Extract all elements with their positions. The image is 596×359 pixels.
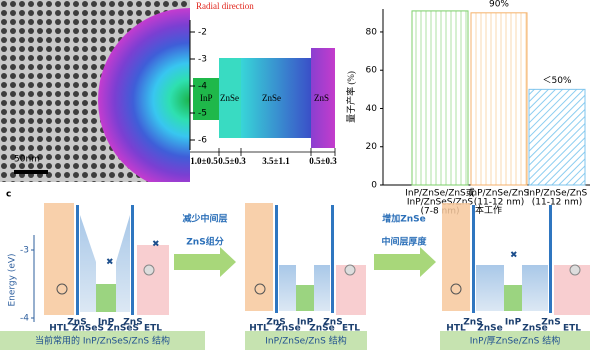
tick-label: -2 <box>198 28 207 38</box>
layer-label: ETL <box>144 324 162 334</box>
thickness: 0.5±0.3 <box>218 156 246 166</box>
layer-znse1 <box>219 58 241 138</box>
tick-label: -4 <box>20 314 29 324</box>
thickness: 1.0±0.5 <box>190 156 218 166</box>
y-tick-label: 0 <box>371 181 377 191</box>
x-tick-label: InP/ZnSe/ZnS <box>527 189 588 199</box>
x-tick-label: InP/ZnSe/ZnS或 <box>405 187 475 199</box>
layer-label: ZnS <box>266 318 285 328</box>
layer-label: ZnSe <box>262 93 281 103</box>
x-tick-label: (11-12 nm) <box>532 198 583 208</box>
layer-label: HTL <box>446 324 466 334</box>
step-text: 增加ZnSe <box>382 213 426 225</box>
layer-label: InP <box>200 93 213 103</box>
caption: 当前常用的 InP/ZnSeS/ZnS 结构 <box>35 335 170 347</box>
value-label: 90% <box>489 0 509 9</box>
panel-label: c <box>6 190 11 200</box>
y-tick-label: 20 <box>366 142 378 152</box>
bar <box>528 88 586 186</box>
tick-label: -4 <box>198 82 207 92</box>
blocked: ✖ <box>106 258 114 268</box>
layer-label: ZnSeS <box>72 324 104 334</box>
blocked: ✖ <box>510 251 518 261</box>
layer-label: ZnSe <box>522 324 548 334</box>
layer-label: ETL <box>563 324 581 334</box>
caption-box <box>0 331 205 350</box>
thickness: 3.5±1.1 <box>262 156 290 166</box>
layer-label: ZnSe <box>220 93 239 103</box>
tick-label: -5 <box>198 109 207 119</box>
x-tick-label: InP/ZnSeS/ZnS <box>407 198 474 208</box>
tick-label: -3 <box>20 246 29 256</box>
scale-bar <box>14 170 48 174</box>
bar <box>470 12 528 186</box>
layer-label: HTL <box>249 324 269 334</box>
caption: InP/厚ZnSe/ZnS 结构 <box>470 335 560 347</box>
tick-label: -3 <box>198 55 207 65</box>
layer-label: ZnS <box>314 93 329 103</box>
layer-label: ZnS <box>323 318 342 328</box>
axis-label: Energy (eV) <box>8 253 18 306</box>
layer-label: ZnSe <box>309 324 335 334</box>
layer-label: ZnS <box>463 318 482 328</box>
panel-title: Radial direction <box>196 1 254 11</box>
layer-label: ZnSeS <box>107 324 139 334</box>
caption-box <box>245 331 367 350</box>
layer-label: HTL <box>49 324 69 334</box>
y-tick-label: 80 <box>366 27 378 37</box>
layer-label: ZnS <box>123 318 142 328</box>
y-tick-label: 40 <box>366 104 378 114</box>
layer-label: InP <box>297 318 314 328</box>
layer-zns <box>311 48 335 148</box>
step-text: 减少中间层 <box>182 213 227 225</box>
x-tick-label: (7-8 nm) <box>420 207 459 217</box>
y-tick-label: 60 <box>366 66 378 76</box>
layer-label: ZnSe <box>275 324 301 334</box>
caption: InP/ZnSe/ZnS 结构 <box>265 335 346 347</box>
step-text: ZnS组分 <box>186 236 223 248</box>
tick-label: -6 <box>198 136 207 146</box>
layer-znse2 <box>241 58 311 138</box>
y-axis-label: 量子产率 (%) <box>345 71 356 123</box>
layer-inp <box>193 78 219 120</box>
layer-label: ZnS <box>67 318 86 328</box>
blocked: ✖ <box>152 240 160 250</box>
x-tick-label: InP/ZnSe/ZnS <box>469 189 530 199</box>
scale-label: 50nm <box>14 155 40 165</box>
layer-label: ETL <box>342 324 360 334</box>
shell-sketch <box>98 8 190 192</box>
bar <box>411 10 469 186</box>
layer-label: InP <box>505 318 522 328</box>
note: 本工作 <box>475 204 502 215</box>
thickness: 0.5±0.3 <box>309 156 337 166</box>
step-text: 中间层厚度 <box>381 236 427 248</box>
x-tick-label: (11-12 nm) <box>474 198 525 208</box>
value-label: ＜50% <box>542 76 571 86</box>
caption-box <box>440 331 590 350</box>
layer-label: ZnSe <box>477 324 503 334</box>
layer-label: ZnS <box>541 318 560 328</box>
layer-label: InP <box>98 318 115 328</box>
